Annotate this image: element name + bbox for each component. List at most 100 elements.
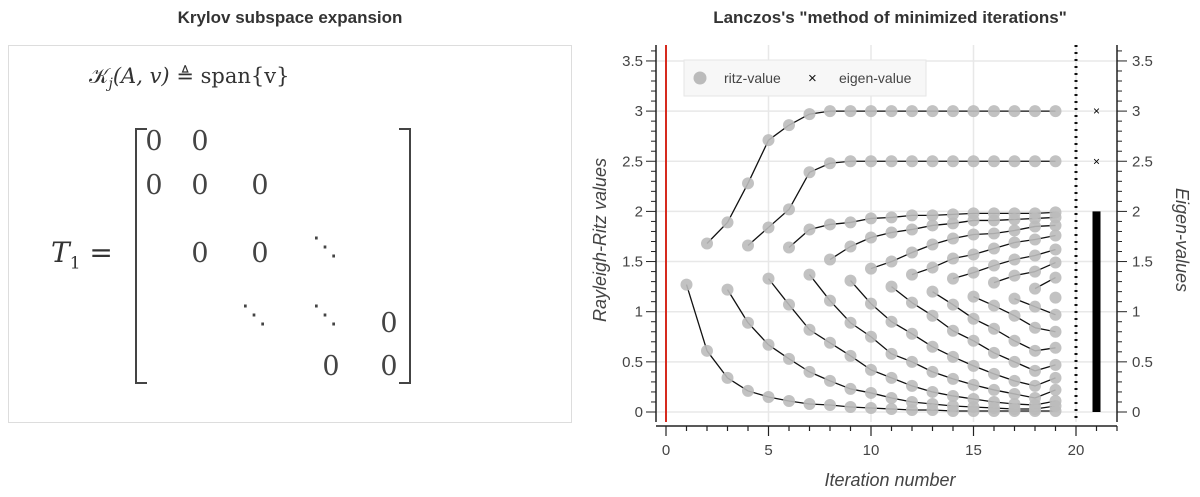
ritz-point (988, 346, 1000, 359)
y-tick-label-right: 3 (1132, 103, 1140, 120)
ritz-point (783, 394, 795, 407)
y-tick-label-right: 0 (1132, 404, 1140, 421)
ritz-point (947, 399, 959, 412)
ritz-point (1008, 397, 1021, 410)
ritz-point (926, 309, 939, 322)
x-tick-label: 10 (863, 442, 880, 459)
ritz-point (906, 379, 918, 392)
ritz-point (844, 382, 857, 395)
ritz-point (1049, 394, 1062, 407)
matrix-entry: 0 (145, 126, 163, 157)
ritz-point (824, 105, 836, 118)
ritz-point (906, 327, 918, 340)
ritz-point (967, 378, 980, 391)
ritz-point (803, 365, 816, 378)
x-tick-label: 5 (764, 442, 772, 459)
y-tick-label: 0 (635, 404, 643, 421)
x-tick-label: 0 (662, 442, 670, 459)
ritz-point (1029, 105, 1041, 118)
ritz-point (865, 297, 877, 310)
ritz-point (1008, 292, 1021, 305)
y-tick-label: 1 (635, 304, 643, 321)
t-symbol: T (51, 236, 70, 269)
ritz-point (947, 155, 959, 168)
ritz-point (721, 216, 734, 229)
ritz-point (885, 280, 898, 293)
ritz-point (1008, 355, 1021, 368)
ritz-point (885, 155, 898, 168)
matrix-entry: 0 (380, 351, 398, 382)
ritz-point (824, 336, 836, 349)
ritz-point (1029, 265, 1041, 278)
ritz-point (824, 398, 836, 411)
ritz-point (824, 374, 836, 387)
ritz-point (926, 155, 939, 168)
ritz-point (1049, 358, 1062, 371)
ritz-point (906, 246, 918, 259)
x-axis-label: Iteration number (824, 470, 956, 490)
ritz-point (967, 290, 980, 303)
diagonal-dots: ⋱ (241, 300, 267, 330)
ritz-point (680, 278, 693, 291)
eigen-dense-band (1092, 211, 1101, 412)
krylov-args: (A, v) (112, 64, 170, 88)
ritz-point (1008, 374, 1021, 387)
ritz-point (1049, 271, 1062, 284)
ritz-point (988, 155, 1000, 168)
ritz-point (926, 105, 939, 118)
x-tick-label: 15 (965, 442, 982, 459)
ritz-point (1008, 269, 1021, 282)
ritz-point (721, 371, 734, 384)
ritz-point (783, 203, 795, 216)
ritz-point (803, 268, 816, 281)
matrix-entry: 0 (191, 238, 209, 269)
matrix-entry: 0 (191, 126, 209, 157)
ritz-point (762, 338, 775, 351)
ritz-point (988, 207, 1000, 220)
ritz-point (1008, 387, 1021, 400)
ritz-point (926, 365, 939, 378)
ritz-point (885, 211, 898, 224)
ritz-point (988, 367, 1000, 380)
legend-eigen-label: eigen-value (839, 70, 912, 86)
ritz-point (742, 177, 754, 190)
ritz-point (844, 400, 857, 413)
ritz-point (865, 386, 877, 399)
legend-ritz-marker (693, 71, 707, 85)
ritz-point (967, 392, 980, 405)
ritz-point (762, 272, 775, 285)
y-tick-label-right: 0.5 (1132, 354, 1153, 371)
ritz-connector (747, 139, 770, 184)
ritz-point (844, 155, 857, 168)
matrix-entry: 0 (251, 170, 269, 201)
ritz-point (885, 402, 898, 415)
ritz-point (1049, 206, 1062, 219)
ritz-point (762, 390, 775, 403)
ritz-point (926, 238, 939, 251)
matrix-entry: 0 (380, 308, 398, 339)
ritz-point (926, 261, 939, 274)
matrix-left-bracket (135, 128, 147, 384)
ritz-point (1029, 300, 1041, 313)
ritz-point (803, 223, 816, 236)
ritz-point (988, 227, 1000, 240)
krylov-symbol: 𝒦 (89, 64, 109, 88)
y-tick-label-right: 1.5 (1132, 254, 1153, 271)
y-tick-label: 3.5 (622, 53, 643, 70)
ritz-point (1008, 253, 1021, 266)
ritz-point (824, 294, 836, 307)
ritz-point (1049, 105, 1062, 118)
x-tick-label: 20 (1068, 442, 1085, 459)
ritz-point (947, 217, 959, 230)
ritz-point (1029, 249, 1041, 262)
ritz-point (967, 334, 980, 347)
t-eq: = (89, 236, 113, 269)
ritz-point (988, 276, 1000, 289)
ritz-point (701, 344, 713, 357)
ritz-point (926, 340, 939, 353)
ritz-point (1049, 383, 1062, 396)
ritz-point (926, 385, 939, 398)
matrix-entry: 0 (322, 351, 340, 382)
y-tick-label: 2 (635, 203, 643, 220)
